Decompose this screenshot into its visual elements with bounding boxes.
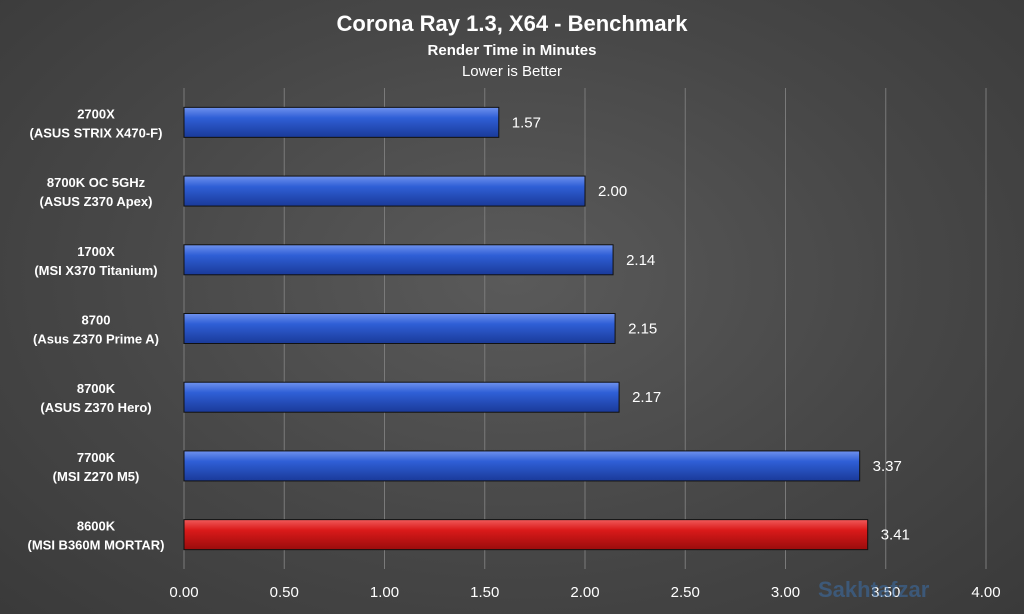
x-tick-label: 0.00 (169, 584, 198, 601)
category-label-board: (ASUS Z370 Hero) (40, 400, 151, 415)
bar-value-label: 1.57 (512, 114, 541, 131)
x-tick-label: 1.00 (370, 584, 399, 601)
category-label-board: (ASUS Z370 Apex) (40, 194, 153, 209)
bar (183, 381, 620, 413)
category-label-name: 8600K (77, 519, 116, 534)
category-label-name: 1700X (77, 244, 115, 259)
category-label-name: 8700 (82, 313, 111, 328)
x-tick-label: 1.50 (470, 584, 499, 601)
category-label-board: (MSI X370 Titanium) (34, 263, 157, 278)
chart-subtitle: Render Time in Minutes (428, 42, 597, 59)
category-label-board: (MSI Z270 M5) (53, 469, 140, 484)
bar-value-label: 3.37 (873, 458, 902, 475)
category-label-board: (MSI B360M MORTAR) (28, 538, 165, 553)
bar (183, 106, 500, 138)
x-axis-ticks: 0.00 0.50 1.00 1.50 2.00 2.50 3.00 3.50 4.00 (169, 584, 1000, 601)
bar (183, 450, 861, 482)
chart-title: Corona Ray 1.3, X64 - Benchmark (337, 11, 689, 36)
bar (183, 244, 614, 276)
chart-note: Lower is Better (462, 63, 562, 80)
category-labels: 2700X (ASUS STRIX X470-F) 8700K OC 5GHz (AS… (28, 106, 165, 552)
category-label-name: 7700K (77, 450, 116, 465)
x-tick-label: 2.00 (570, 584, 599, 601)
bar-value-label: 2.17 (632, 389, 661, 406)
x-tick-label: 3.00 (771, 584, 800, 601)
bars: 1.57 2.00 2.14 2.15 2.17 3.37 3.41 (183, 106, 910, 551)
category-label-board: (Asus Z370 Prime A) (33, 332, 159, 347)
bar (183, 175, 586, 207)
bar-value-label: 3.41 (881, 527, 910, 544)
category-label-board: (ASUS STRIX X470-F) (30, 125, 163, 140)
x-tick-label: 3.50 (871, 584, 900, 601)
watermark: Sakhtafzar (818, 577, 930, 602)
category-label-name: 8700K OC 5GHz (47, 175, 146, 190)
bar-value-label: 2.14 (626, 252, 655, 269)
category-label-name: 2700X (77, 106, 115, 121)
bar (183, 519, 869, 551)
bar-value-label: 2.15 (628, 321, 657, 338)
category-label-name: 8700K (77, 381, 116, 396)
x-tick-label: 4.00 (971, 584, 1000, 601)
bar-value-label: 2.00 (598, 183, 627, 200)
bar (183, 313, 616, 344)
x-tick-label: 0.50 (270, 584, 299, 601)
x-tick-label: 2.50 (671, 584, 700, 601)
